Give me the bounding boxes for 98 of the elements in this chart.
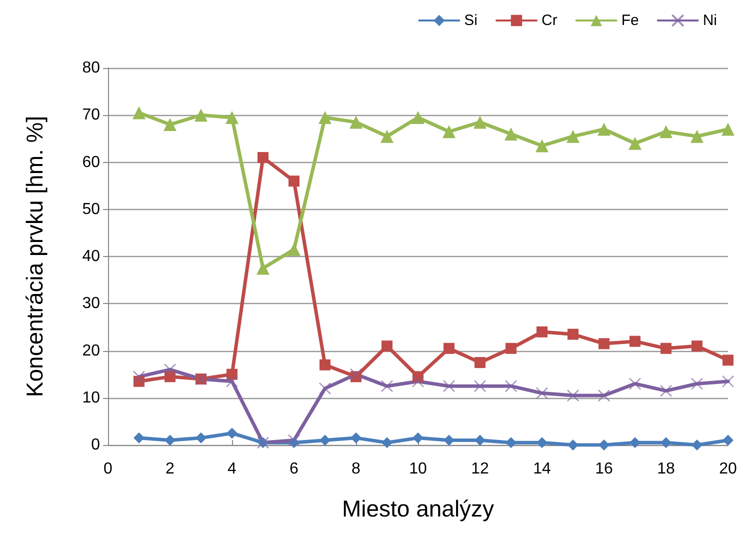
point xyxy=(474,434,486,446)
y-tick-label: 60 xyxy=(82,154,100,171)
point xyxy=(598,440,610,450)
point xyxy=(256,262,270,275)
point xyxy=(288,434,300,446)
x-tick-label: 18 xyxy=(657,460,675,478)
point xyxy=(536,437,548,448)
point xyxy=(504,127,518,140)
point xyxy=(598,122,610,136)
point xyxy=(164,118,176,132)
point xyxy=(442,380,456,392)
point xyxy=(318,110,332,124)
point xyxy=(288,242,300,256)
point xyxy=(692,340,702,352)
point xyxy=(226,375,238,388)
point xyxy=(442,125,456,138)
point xyxy=(722,122,734,136)
x-tick-label: 14 xyxy=(533,460,551,478)
point xyxy=(598,338,610,350)
point xyxy=(536,326,548,338)
point xyxy=(382,340,392,352)
point xyxy=(226,110,238,124)
point xyxy=(288,176,300,187)
x-tick-label: 0 xyxy=(104,460,113,478)
point xyxy=(506,437,516,448)
point xyxy=(474,357,486,368)
point xyxy=(660,342,672,354)
x-axis-title: Miesto analýzy xyxy=(342,496,495,522)
point xyxy=(474,116,486,129)
x-tick-label: 20 xyxy=(719,460,737,478)
point xyxy=(412,375,424,388)
point xyxy=(196,432,206,444)
legend-label: Ni xyxy=(702,12,718,29)
point xyxy=(566,389,580,402)
x-tick-label: 2 xyxy=(166,460,175,478)
point xyxy=(660,384,672,397)
point xyxy=(444,434,454,446)
point xyxy=(320,434,330,446)
point xyxy=(194,108,208,122)
point xyxy=(350,368,362,380)
point xyxy=(164,434,176,446)
point xyxy=(630,437,640,448)
point xyxy=(412,432,424,444)
point xyxy=(318,382,332,395)
point xyxy=(630,336,640,347)
point xyxy=(504,380,518,392)
y-tick-label: 0 xyxy=(91,436,100,454)
point xyxy=(690,378,704,390)
point xyxy=(132,106,146,120)
point xyxy=(320,359,330,370)
point xyxy=(568,440,578,450)
point xyxy=(660,125,672,138)
point xyxy=(628,378,642,390)
y-tick-label: 30 xyxy=(82,295,100,312)
point xyxy=(258,152,268,164)
point xyxy=(164,364,176,376)
y-tick-label: 10 xyxy=(82,389,100,406)
legend-label: Fe xyxy=(621,12,639,29)
point xyxy=(692,440,702,450)
y-tick-label: 20 xyxy=(82,342,100,360)
y-axis-title: Koncentrácia prvku [hm. %] xyxy=(22,116,48,398)
x-tick-label: 10 xyxy=(409,460,427,478)
x-tick-label: 8 xyxy=(352,460,361,478)
point xyxy=(444,342,454,354)
point xyxy=(350,116,362,129)
point xyxy=(474,380,486,392)
point xyxy=(506,342,516,354)
point xyxy=(226,368,238,380)
point xyxy=(660,437,672,448)
point xyxy=(536,139,548,152)
point xyxy=(380,130,394,143)
point xyxy=(722,434,734,446)
legend-label: Si xyxy=(464,12,478,29)
point xyxy=(566,130,580,143)
point xyxy=(568,328,578,340)
point xyxy=(690,130,704,143)
x-tick-label: 16 xyxy=(595,460,613,478)
x-tick-label: 12 xyxy=(471,460,489,478)
point xyxy=(412,110,424,124)
legend-label: Cr xyxy=(542,12,558,29)
x-tick-label: 4 xyxy=(228,460,237,478)
point xyxy=(350,432,362,444)
point xyxy=(722,354,734,366)
point xyxy=(226,428,238,439)
point xyxy=(380,380,394,392)
point xyxy=(164,371,176,382)
point xyxy=(628,136,642,150)
point xyxy=(382,437,392,448)
point xyxy=(536,387,548,400)
y-tick-label: 40 xyxy=(82,248,100,265)
point xyxy=(598,389,610,402)
point xyxy=(132,370,146,383)
point xyxy=(722,375,734,388)
y-tick-label: 80 xyxy=(82,60,100,76)
x-tick-label: 6 xyxy=(290,460,299,478)
y-tick-label: 70 xyxy=(82,106,100,124)
y-tick-label: 50 xyxy=(82,200,100,218)
point xyxy=(134,432,144,444)
